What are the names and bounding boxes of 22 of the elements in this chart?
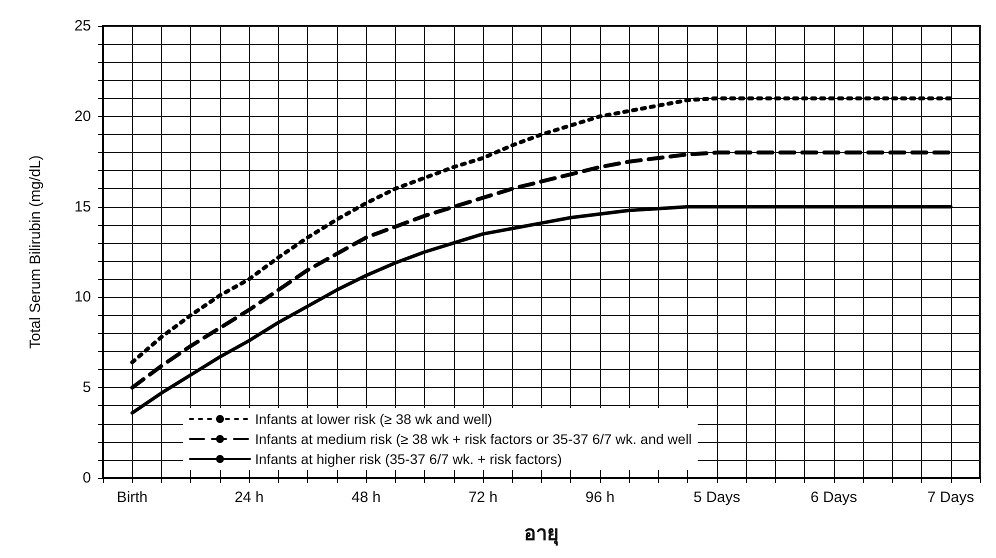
line-series	[130, 96, 953, 364]
y-tick-label: 10	[74, 288, 91, 306]
x-tick-label: 5 Days	[694, 489, 740, 506]
y-tick-label: 5	[82, 379, 91, 396]
x-tick-label: 48 h	[352, 489, 381, 506]
x-tick-label: 6 Days	[810, 489, 858, 506]
x-axis-title: อายุ	[524, 521, 559, 546]
legend-label: Infants at medium risk (≥ 38 wk + risk factors or 35-37 6/7 wk. and well	[255, 431, 692, 447]
line-series	[130, 150, 953, 390]
x-tick-label: 72 h	[468, 489, 498, 506]
line-series	[130, 205, 953, 415]
y-tick-label: 25	[74, 18, 91, 34]
x-tick-label: 7 Days	[927, 489, 974, 506]
y-tick-label: 15	[74, 198, 91, 216]
x-tick-label: 96 h	[585, 489, 615, 506]
y-axis-title: Total Serum Bilirubin (mg/dL)	[27, 155, 44, 349]
legend-label: Infants at lower risk (≥ 38 wk and well)	[255, 411, 492, 427]
x-tick-label: Birth	[116, 489, 148, 506]
x-tick-label: 24 h	[234, 489, 264, 506]
y-tick-label: 0	[82, 470, 91, 486]
y-tick-label: 20	[74, 108, 91, 125]
legend-label: Infants at higher risk (35-37 6/7 wk. + risk factors)	[255, 451, 562, 467]
